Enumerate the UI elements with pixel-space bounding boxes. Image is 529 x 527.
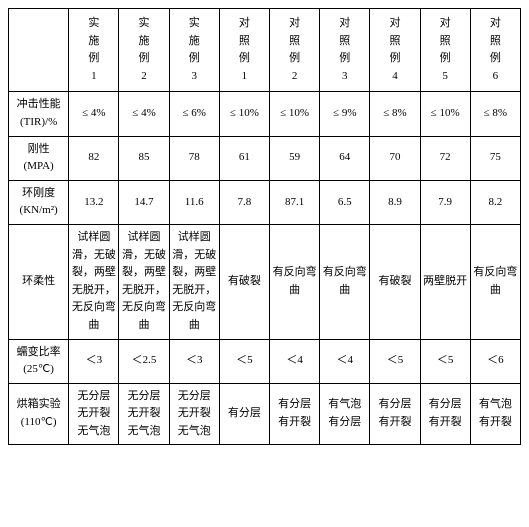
row-label: 烘箱实验(110℃) — [9, 383, 69, 445]
table-cell: 59 — [269, 136, 319, 180]
table-body: 实施例1实施例2实施例3对照例1对照例2对照例3对照例4对照例5对照例6冲击性能… — [9, 9, 521, 445]
table-row: 蠕变比率(25℃)＜3＜2.5＜3＜5＜4＜4＜5＜5＜6 — [9, 339, 521, 383]
table-cell: 72 — [420, 136, 470, 180]
row-label: 蠕变比率(25℃) — [9, 339, 69, 383]
table-cell: ≤ 10% — [420, 92, 470, 136]
table-cell: ≤ 9% — [320, 92, 370, 136]
header-blank — [9, 9, 69, 92]
data-table: 实施例1实施例2实施例3对照例1对照例2对照例3对照例4对照例5对照例6冲击性能… — [8, 8, 521, 445]
table-cell: 85 — [119, 136, 169, 180]
table-cell: 8.2 — [470, 180, 520, 224]
table-cell: 14.7 — [119, 180, 169, 224]
table-cell: 无分层无开裂无气泡 — [169, 383, 219, 445]
table-cell: 有分层有开裂 — [370, 383, 420, 445]
column-header: 对照例6 — [470, 9, 520, 92]
row-label: 冲击性能(TIR)/% — [9, 92, 69, 136]
table-cell: 87.1 — [269, 180, 319, 224]
column-header: 实施例3 — [169, 9, 219, 92]
table-cell: 8.9 — [370, 180, 420, 224]
table-cell: 64 — [320, 136, 370, 180]
table-cell: 试样圆滑，无破裂，两壁无脱开，无反向弯曲 — [119, 224, 169, 339]
column-header: 对照例3 — [320, 9, 370, 92]
table-cell: 13.2 — [69, 180, 119, 224]
table-cell: 有分层 — [219, 383, 269, 445]
table-cell: ＜3 — [169, 339, 219, 383]
table-row: 环柔性试样圆滑，无破裂，两壁无脱开，无反向弯曲试样圆滑，无破裂，两壁无脱开，无反… — [9, 224, 521, 339]
table-cell: ≤ 10% — [219, 92, 269, 136]
table-cell: 7.8 — [219, 180, 269, 224]
table-cell: 无分层无开裂无气泡 — [69, 383, 119, 445]
table-cell: 75 — [470, 136, 520, 180]
row-label: 环柔性 — [9, 224, 69, 339]
table-row: 烘箱实验(110℃)无分层无开裂无气泡无分层无开裂无气泡无分层无开裂无气泡有分层… — [9, 383, 521, 445]
table-cell: ≤ 10% — [269, 92, 319, 136]
table-cell: 有破裂 — [370, 224, 420, 339]
table-cell: 有气泡有开裂 — [470, 383, 520, 445]
table-cell: 6.5 — [320, 180, 370, 224]
table-cell: 有分层有开裂 — [420, 383, 470, 445]
table-cell: 有反向弯曲 — [470, 224, 520, 339]
table-cell: 61 — [219, 136, 269, 180]
header-row: 实施例1实施例2实施例3对照例1对照例2对照例3对照例4对照例5对照例6 — [9, 9, 521, 92]
column-header: 实施例1 — [69, 9, 119, 92]
table-cell: 有反向弯曲 — [320, 224, 370, 339]
table-cell: 有反向弯曲 — [269, 224, 319, 339]
table-cell: 无分层无开裂无气泡 — [119, 383, 169, 445]
column-header: 对照例1 — [219, 9, 269, 92]
table-cell: ＜4 — [320, 339, 370, 383]
table-cell: ＜5 — [219, 339, 269, 383]
table-row: 环刚度(KN/m²)13.214.711.67.887.16.58.97.98.… — [9, 180, 521, 224]
table-cell: ＜5 — [370, 339, 420, 383]
table-cell: 试样圆滑，无破裂，两壁无脱开，无反向弯曲 — [69, 224, 119, 339]
table-cell: 11.6 — [169, 180, 219, 224]
column-header: 对照例4 — [370, 9, 420, 92]
table-cell: 7.9 — [420, 180, 470, 224]
table-cell: 70 — [370, 136, 420, 180]
table-cell: 两壁脱开 — [420, 224, 470, 339]
table-cell: 有分层有开裂 — [269, 383, 319, 445]
table-cell: ≤ 8% — [370, 92, 420, 136]
table-cell: 有破裂 — [219, 224, 269, 339]
row-label: 刚性(MPA) — [9, 136, 69, 180]
row-label: 环刚度(KN/m²) — [9, 180, 69, 224]
table-cell: ＜3 — [69, 339, 119, 383]
table-cell: 试样圆滑，无破裂，两壁无脱开，无反向弯曲 — [169, 224, 219, 339]
table-cell: ＜4 — [269, 339, 319, 383]
table-cell: ≤ 4% — [69, 92, 119, 136]
table-row: 刚性(MPA)828578615964707275 — [9, 136, 521, 180]
table-cell: 有气泡有分层 — [320, 383, 370, 445]
table-cell: ＜5 — [420, 339, 470, 383]
table-cell: ＜6 — [470, 339, 520, 383]
column-header: 对照例2 — [269, 9, 319, 92]
table-row: 冲击性能(TIR)/%≤ 4%≤ 4%≤ 6%≤ 10%≤ 10%≤ 9%≤ 8… — [9, 92, 521, 136]
table-cell: ≤ 8% — [470, 92, 520, 136]
table-cell: ≤ 4% — [119, 92, 169, 136]
table-cell: 78 — [169, 136, 219, 180]
table-cell: ≤ 6% — [169, 92, 219, 136]
column-header: 实施例2 — [119, 9, 169, 92]
table-cell: 82 — [69, 136, 119, 180]
table-cell: ＜2.5 — [119, 339, 169, 383]
column-header: 对照例5 — [420, 9, 470, 92]
